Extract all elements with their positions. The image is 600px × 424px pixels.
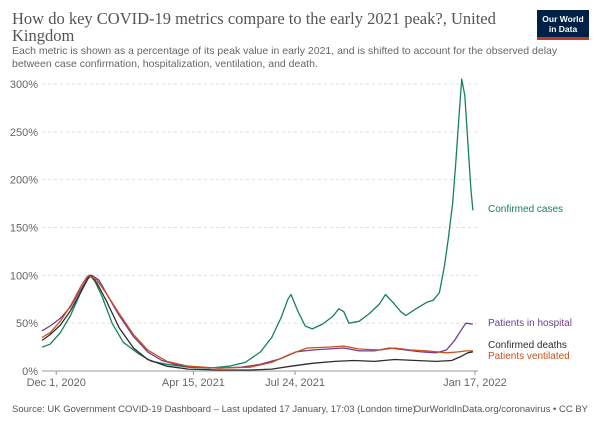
series-line-confirmed-deaths	[41, 274, 474, 371]
y-tick-label: 200%	[10, 175, 38, 187]
gridlines	[42, 83, 478, 324]
x-tick-label: Apr 15, 2021	[162, 377, 225, 389]
y-tick-label: 300%	[10, 79, 38, 91]
end-label-confirmed-cases: Confirmed cases	[488, 204, 563, 215]
y-axis-tick-labels: 0% 50% 100% 150% 200% 250% 300%	[10, 79, 38, 378]
logo-line-1: Our World	[542, 14, 584, 24]
y-tick-label: 250%	[10, 127, 38, 139]
chart-subtitle: Each metric is shown as a percentage of …	[12, 45, 558, 70]
x-tick-label: Dec 1, 2020	[27, 377, 86, 389]
logo-line-2: in Data	[548, 24, 578, 34]
y-tick-label: 0%	[22, 366, 38, 378]
end-label-patients-ventilated: Patients ventilated	[488, 351, 570, 362]
series-line-confirmed-cases	[41, 78, 474, 369]
x-tick-label: Jan 17, 2022	[443, 377, 507, 389]
x-tick-label: Jul 24, 2021	[265, 377, 325, 389]
owid-url-link[interactable]: OurWorldInData.org/coronavirus • CC BY	[413, 404, 588, 415]
end-label-patients-in-hospital: Patients in hospital	[488, 318, 572, 329]
y-tick-label: 50%	[16, 318, 38, 330]
end-label-confirmed-deaths: Confirmed deaths	[488, 340, 567, 351]
y-tick-label: 150%	[10, 223, 38, 235]
y-tick-label: 100%	[10, 270, 38, 282]
series-lines	[41, 78, 474, 371]
x-axis: Dec 1, 2020 Apr 15, 2021 Jul 24, 2021 Jan 1…	[27, 370, 507, 389]
owid-logo[interactable]: Our World in Data	[537, 10, 589, 40]
chart-title: How do key COVID-19 metrics compare to t…	[12, 9, 496, 45]
series-end-labels: Confirmed cases Patients in hospital Confi…	[488, 204, 572, 362]
source-note: Source: UK Government COVID-19 Dashboard…	[12, 404, 416, 415]
series-line-patients-ventilated	[41, 274, 473, 369]
